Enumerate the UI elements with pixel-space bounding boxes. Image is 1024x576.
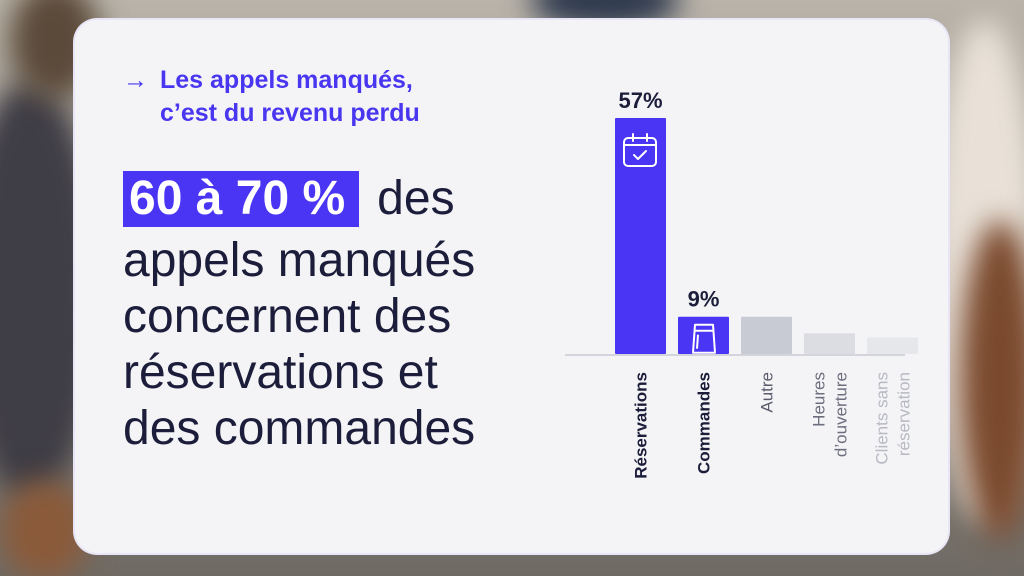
bar-r-servations <box>615 118 666 354</box>
headline-line-1-rest: des <box>377 172 455 225</box>
calendar-check-mark <box>633 150 647 160</box>
category-label-line: Réservations <box>632 372 651 479</box>
bar-commandes <box>678 316 729 354</box>
bar-chart: 57% Réservations 9% Commandes Autre Heures d’o… <box>565 80 925 540</box>
headline-highlight: 60 à 70 % <box>123 171 360 227</box>
bar-autre <box>741 316 792 354</box>
category-label-r-servations: Réservations <box>632 372 651 479</box>
category-label-line: d’ouverture <box>832 372 851 457</box>
category-label-heures-d-ouverture: Heures d’ouverture <box>810 372 851 457</box>
info-card: → Les appels manqués, c’est du revenu pe… <box>75 20 948 553</box>
calendar-check-icon <box>623 133 657 167</box>
headline-line-4: réservations et <box>123 346 438 399</box>
bag-crease <box>696 334 699 349</box>
headline-line-3: concernent des <box>123 290 452 343</box>
category-label-commandes: Commandes <box>695 372 714 474</box>
category-label-line: Heures <box>810 372 829 427</box>
category-label-line: Clients sans <box>873 372 892 465</box>
kicker-line-2: c’est du revenu perdu <box>160 99 420 127</box>
bag-outline <box>692 323 716 354</box>
blurred-chair-right <box>960 220 1024 540</box>
arrow-right-icon: → <box>123 66 148 94</box>
value-label-commandes: 9% <box>688 287 720 312</box>
bar-chart-svg: 57% Réservations 9% Commandes Autre Heures d’o… <box>565 88 918 479</box>
headline-line-2: appels manqués <box>123 234 476 287</box>
calendar-body <box>623 137 657 167</box>
category-label-line: réservation <box>895 372 914 456</box>
value-label-r-servations: 57% <box>618 88 662 113</box>
category-label-line: Commandes <box>695 372 714 474</box>
headline-line-1: 60 à 70 % des <box>123 171 455 227</box>
kicker-line-1: Les appels manqués, <box>160 66 413 94</box>
bar-clients-sans-r-servation <box>867 337 918 354</box>
headline-line-5: des commandes <box>123 402 476 455</box>
category-label-autre: Autre <box>758 372 777 413</box>
category-label-clients-sans-r-servation: Clients sans réservation <box>873 372 914 465</box>
shopping-bag-icon <box>692 323 716 354</box>
category-label-line: Autre <box>758 372 777 413</box>
bar-heures-d-ouverture <box>804 333 855 354</box>
